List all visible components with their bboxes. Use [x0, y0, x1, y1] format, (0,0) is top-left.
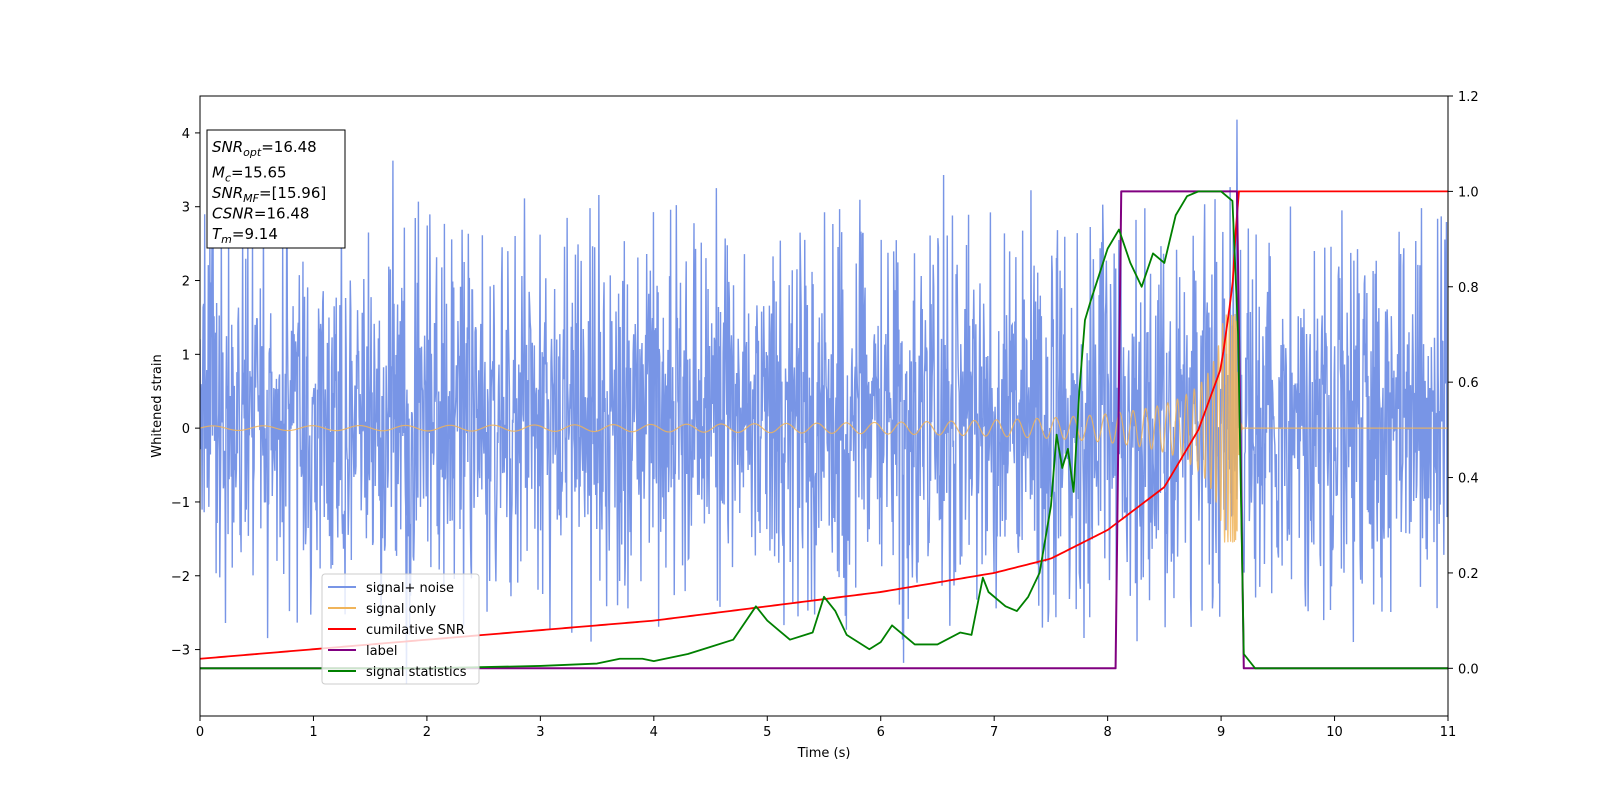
legend-label-3: label [366, 644, 397, 659]
x-tick-label-2: 2 [423, 725, 431, 740]
x-tick-label-6: 6 [877, 725, 885, 740]
info-box-frame [206, 129, 346, 249]
y-right-tick-label-0: 1.2 [1458, 90, 1479, 105]
info-box: SNRopt=16.48 Mc=15.65SNRMF=[15.96]CSNR=16… [206, 129, 346, 249]
x-tick-label-10: 10 [1326, 725, 1343, 740]
y-right-tick-label-2: 0.8 [1458, 281, 1479, 296]
info-line-2: SNRMF=[15.96] [212, 184, 326, 205]
legend-frame [321, 573, 480, 685]
axes-layer: 0 1 2 3 4 5 6 7 8 9 10 1143210−1−2−31.21.00.80.60.4… [171, 90, 1479, 740]
y-right-tick-label-6: 0.0 [1458, 662, 1479, 677]
plot-frame [199, 95, 1449, 717]
x-tick-label-1: 1 [309, 725, 317, 740]
x-tick-label-11: 11 [1440, 725, 1457, 740]
info-line-1: Mc=15.65 [212, 164, 287, 185]
y-left-tick-label-3: 1 [182, 348, 190, 363]
series-signal-statistics [200, 190, 1448, 670]
x-tick-label-4: 4 [650, 725, 658, 740]
x-axis-label: Time (s) [797, 746, 851, 761]
y-left-tick-label-7: −3 [171, 644, 190, 659]
info-line-4: Tm=9.14 [212, 225, 278, 246]
x-tick-label-8: 8 [1103, 725, 1111, 740]
x-tick-label-9: 9 [1217, 725, 1225, 740]
y-right-tick-label-1: 1.0 [1458, 185, 1479, 200]
x-tick-label-7: 7 [990, 725, 998, 740]
y-left-tick-label-2: 2 [182, 275, 190, 290]
y-left-tick-label-5: −1 [171, 496, 190, 511]
y-left-tick-label-0: 4 [182, 127, 190, 142]
legend-label-1: signal only [366, 602, 436, 617]
x-tick-label-0: 0 [196, 725, 204, 740]
y-right-tick-label-3: 0.6 [1458, 376, 1479, 391]
legend-label-4: signal statistics [366, 665, 467, 680]
x-tick-label-3: 3 [536, 725, 544, 740]
y-left-tick-label-4: 0 [182, 422, 190, 437]
y-right-tick-label-4: 0.4 [1458, 472, 1479, 487]
info-line-0: SNRopt=16.48 [212, 138, 317, 159]
info-line-3: CSNR=16.48 [212, 205, 309, 223]
legend-label-0: signal+ noise [366, 581, 454, 596]
legend-label-2: cumilative SNR [366, 623, 465, 638]
y-axis-label: Whitened strain [150, 354, 165, 457]
y-left-tick-label-1: 3 [182, 201, 190, 216]
x-tick-label-5: 5 [763, 725, 771, 740]
y-right-tick-label-5: 0.2 [1458, 567, 1479, 582]
legend: signal+ noise signal only cumilative SNR la… [321, 573, 480, 685]
y-left-tick-label-6: −2 [171, 570, 190, 585]
